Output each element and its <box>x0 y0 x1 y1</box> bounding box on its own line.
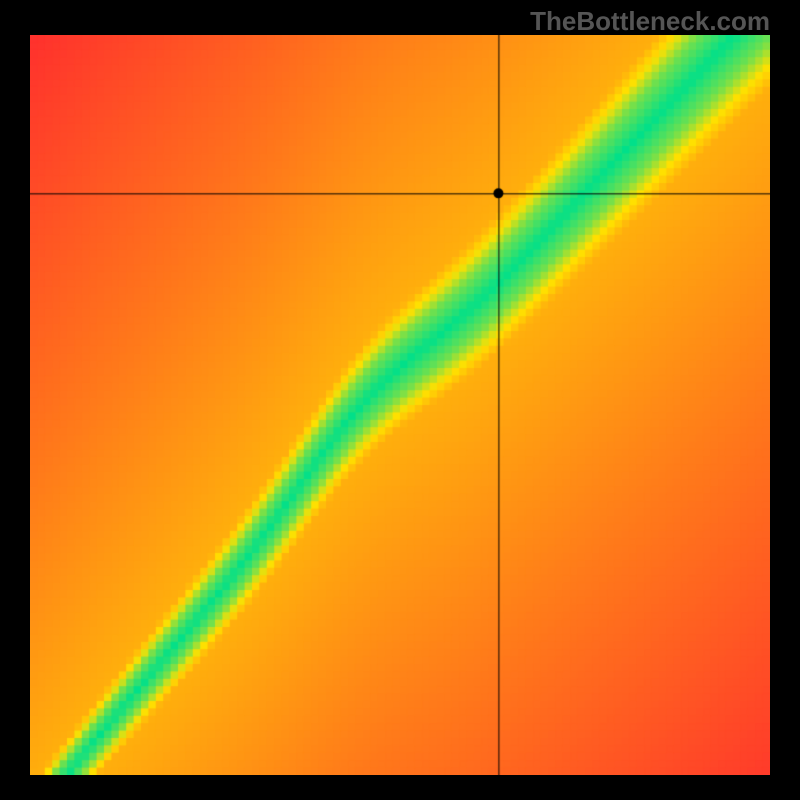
chart-container: TheBottleneck.com <box>0 0 800 800</box>
watermark-text: TheBottleneck.com <box>530 6 770 37</box>
bottleneck-heatmap <box>30 35 770 775</box>
